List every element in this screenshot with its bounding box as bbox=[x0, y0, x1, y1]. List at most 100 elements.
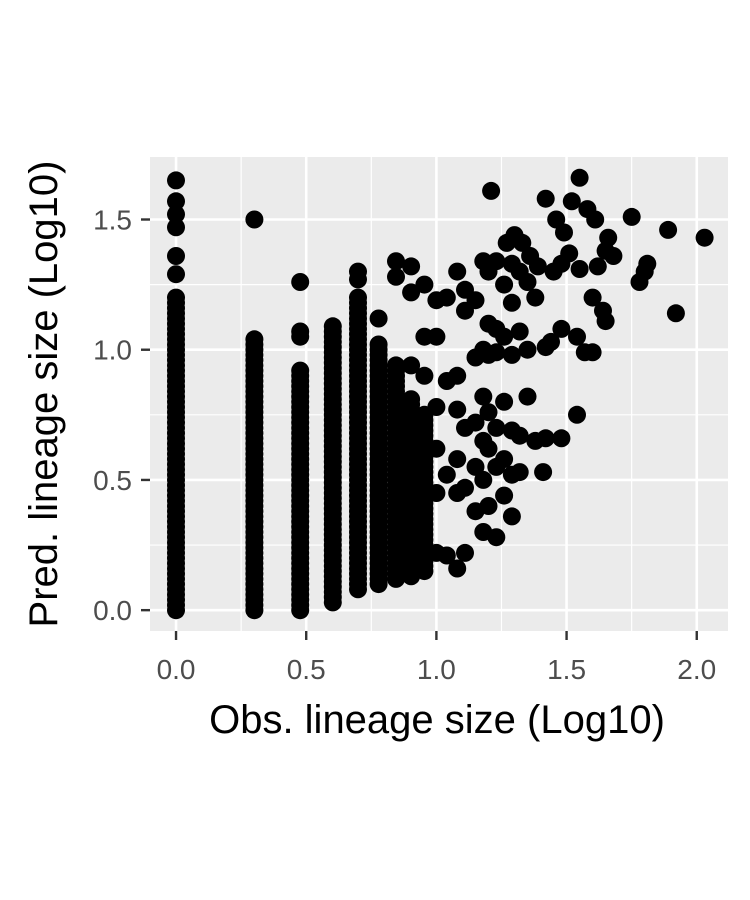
data-point bbox=[586, 210, 605, 229]
data-point bbox=[479, 439, 498, 458]
data-point bbox=[583, 288, 602, 307]
data-point bbox=[570, 168, 589, 187]
data-point bbox=[448, 450, 467, 469]
x-tick-label: 2.0 bbox=[677, 654, 716, 685]
data-point bbox=[518, 340, 537, 359]
data-point bbox=[448, 400, 467, 419]
data-point bbox=[568, 405, 586, 424]
data-point bbox=[167, 218, 185, 237]
data-point bbox=[487, 252, 506, 271]
x-axis-title: Obs. lineage size (Log10) bbox=[209, 698, 665, 742]
data-points bbox=[167, 168, 714, 620]
data-point bbox=[536, 429, 555, 448]
data-point bbox=[167, 205, 185, 224]
data-point bbox=[415, 275, 434, 294]
data-point bbox=[415, 366, 434, 385]
axes: 0.0 0.5 1.0 1.5 2.0 0.0 0.5 1.0 1.5 bbox=[93, 205, 716, 685]
data-point bbox=[568, 327, 586, 346]
data-point bbox=[437, 546, 456, 565]
data-point bbox=[167, 288, 185, 307]
data-point bbox=[437, 288, 456, 307]
data-point bbox=[638, 254, 657, 273]
data-point bbox=[466, 291, 485, 310]
data-point bbox=[659, 220, 678, 239]
data-point bbox=[528, 257, 547, 276]
data-point bbox=[604, 247, 623, 265]
data-point bbox=[167, 171, 185, 190]
data-point bbox=[387, 356, 405, 375]
data-point bbox=[588, 257, 607, 276]
data-point bbox=[534, 463, 553, 482]
data-point bbox=[167, 192, 185, 211]
data-point bbox=[245, 330, 264, 349]
data-point bbox=[666, 304, 685, 323]
data-point bbox=[474, 387, 493, 406]
data-point bbox=[291, 361, 310, 380]
data-point bbox=[482, 181, 501, 200]
data-point bbox=[518, 273, 537, 291]
data-point bbox=[448, 366, 467, 385]
data-point bbox=[402, 356, 421, 375]
data-point bbox=[552, 429, 571, 448]
y-tick-label: 0.5 bbox=[93, 465, 132, 496]
data-point bbox=[526, 288, 545, 307]
x-tick-label: 0.5 bbox=[287, 654, 326, 685]
data-point bbox=[495, 327, 514, 346]
data-point bbox=[349, 288, 367, 307]
y-tick-label: 1.0 bbox=[93, 335, 132, 366]
data-point bbox=[487, 343, 506, 362]
data-point bbox=[502, 293, 521, 312]
data-point bbox=[495, 450, 514, 469]
data-point bbox=[570, 260, 589, 278]
data-point bbox=[502, 507, 521, 526]
data-point bbox=[323, 317, 342, 336]
data-point bbox=[387, 267, 405, 286]
data-point bbox=[536, 189, 555, 208]
data-point bbox=[518, 387, 537, 406]
data-point bbox=[466, 457, 485, 476]
data-point bbox=[510, 426, 529, 445]
data-point bbox=[291, 273, 310, 291]
data-point bbox=[437, 465, 456, 484]
data-point bbox=[456, 543, 474, 562]
data-point bbox=[291, 322, 310, 341]
x-tick-label: 1.0 bbox=[417, 654, 456, 685]
data-point bbox=[502, 345, 521, 364]
data-point bbox=[448, 559, 467, 578]
data-point bbox=[474, 470, 493, 489]
data-point bbox=[427, 398, 446, 416]
data-point bbox=[456, 478, 474, 497]
data-point bbox=[599, 228, 618, 247]
data-point bbox=[167, 265, 185, 284]
data-point bbox=[495, 275, 514, 294]
data-point bbox=[479, 497, 498, 515]
y-axis-title: Pred. lineage size (Log10) bbox=[22, 161, 66, 628]
data-point bbox=[402, 390, 421, 409]
data-point bbox=[402, 257, 421, 276]
data-point bbox=[495, 486, 514, 505]
data-point bbox=[402, 283, 421, 302]
data-point bbox=[622, 207, 641, 226]
data-point bbox=[167, 247, 185, 265]
data-point bbox=[510, 463, 529, 482]
x-tick-label: 1.5 bbox=[547, 654, 586, 685]
data-point bbox=[562, 192, 581, 211]
data-point bbox=[427, 484, 446, 502]
data-point bbox=[552, 319, 571, 338]
data-point bbox=[427, 439, 446, 458]
data-point bbox=[547, 210, 566, 229]
x-tick-label: 0.0 bbox=[157, 654, 196, 685]
data-point bbox=[555, 223, 573, 242]
y-tick-label: 1.5 bbox=[93, 205, 132, 236]
data-point bbox=[427, 327, 446, 346]
data-point bbox=[542, 332, 560, 351]
data-point bbox=[510, 322, 529, 341]
data-point bbox=[466, 413, 485, 432]
data-point bbox=[369, 309, 388, 328]
data-point bbox=[695, 228, 714, 247]
data-point bbox=[495, 392, 514, 411]
data-point bbox=[479, 403, 498, 422]
data-point bbox=[245, 210, 264, 229]
data-point bbox=[487, 528, 506, 547]
data-point bbox=[387, 252, 405, 271]
